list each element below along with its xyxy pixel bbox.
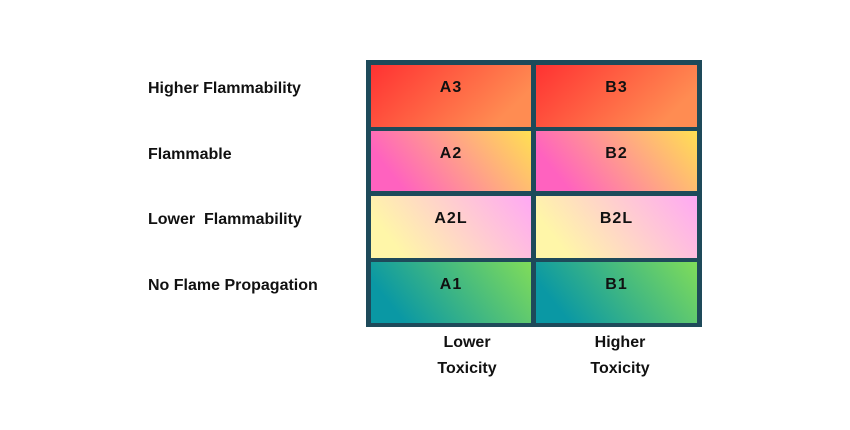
cell-label: A2L [434,210,467,227]
cell-label: B2L [600,210,633,227]
row-label: Higher Flammability [148,80,301,97]
row-label: No Flame Propagation [148,277,318,294]
cell-label: B1 [605,276,627,293]
class-cell [371,196,531,258]
row-label: Lower Flammability [148,211,302,228]
row-label: Flammable [148,146,232,163]
class-cell [536,262,697,323]
cell-label: A3 [440,79,462,96]
cell-label: B3 [605,79,627,96]
column-label: Lower [443,334,490,351]
column-label: Toxicity [437,360,496,377]
class-cell [536,65,697,127]
class-cell [371,65,531,127]
column-label: Higher [595,334,646,351]
class-cell [371,262,531,323]
class-cell [371,131,531,191]
cell-label: B2 [605,145,627,162]
class-cell [536,196,697,258]
class-cell [536,131,697,191]
cell-label: A2 [440,145,462,162]
cell-label: A1 [440,276,462,293]
column-label: Toxicity [590,360,649,377]
